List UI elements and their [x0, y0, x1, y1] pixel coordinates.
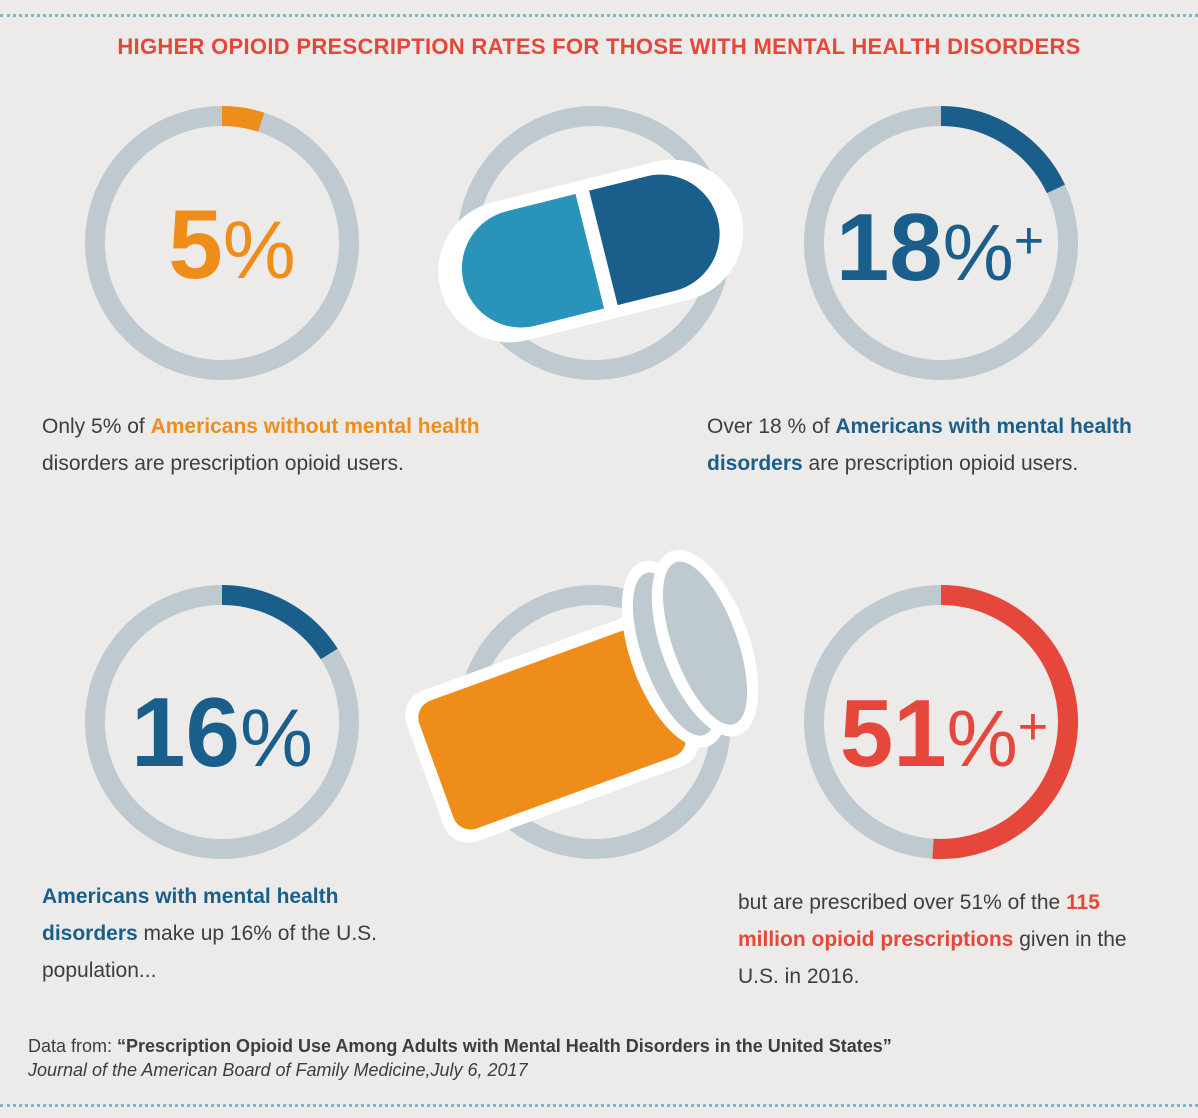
donut-51-percent [804, 585, 1078, 859]
donut-arc-16 [221, 585, 338, 660]
percent-sign: % [947, 694, 1018, 783]
caption-text: make up 16% of the U.S. population... [42, 922, 377, 982]
caption-16-percent: Americans with mental health disorders m… [42, 878, 402, 989]
stat-number: 5 [168, 189, 223, 299]
caption-highlight: 115 million opioid prescriptions [738, 891, 1100, 951]
svg-text:18%+: 18%+ [836, 194, 1044, 301]
source-prefix: Data from: [28, 1036, 118, 1056]
caption-text: given in the U.S. in 2016. [738, 928, 1127, 988]
caption-text: Over 18 % of [707, 415, 836, 438]
percent-sign: % [240, 693, 313, 784]
source-line: Data from: “Prescription Opioid Use Amon… [28, 1034, 892, 1058]
stat-label-5: 5% [168, 189, 295, 299]
caption-text: but are prescribed over 51% of the [738, 891, 1067, 914]
source-journal-line: Journal of the American Board of Family … [28, 1058, 892, 1082]
donut-arc-18 [940, 106, 1065, 194]
source-journal: Journal of the American Board of Family … [28, 1060, 528, 1080]
caption-18-percent: Over 18 % of Americans with mental healt… [707, 408, 1157, 482]
caption-text: disorders are prescription opioid users. [42, 452, 404, 475]
pill-bottle-icon [405, 549, 759, 843]
donut-16-percent [85, 585, 359, 859]
stat-number: 18 [836, 194, 943, 301]
donut-5-percent [85, 106, 359, 380]
stat-number: 51 [840, 680, 947, 787]
donut-arc-5 [221, 106, 265, 132]
page-title: HIGHER OPIOID PRESCRIPTION RATES FOR THO… [117, 34, 1081, 59]
bottom-dotted-divider [0, 1104, 1198, 1107]
caption-5-percent: Only 5% of Americans without mental heal… [42, 408, 562, 482]
capsule-icon [438, 159, 744, 343]
source-citation: Data from: “Prescription Opioid Use Amon… [28, 1034, 892, 1082]
plus-sign: + [1014, 212, 1044, 270]
percent-sign: % [223, 205, 296, 296]
caption-highlight: Americans with mental health disorders [707, 415, 1132, 475]
caption-51-percent: but are prescribed over 51% of the 115 m… [738, 884, 1128, 995]
plus-sign: + [1018, 698, 1048, 756]
stat-number: 16 [131, 677, 240, 787]
donut-18-percent [804, 106, 1078, 380]
percent-sign: % [943, 208, 1014, 297]
svg-text:5%: 5% [168, 189, 295, 299]
svg-text:51%+: 51%+ [840, 680, 1048, 787]
donut-arc-51 [932, 585, 1078, 859]
caption-highlight: Americans without mental health [150, 415, 480, 438]
caption-highlight: Americans with mental health disorders [42, 885, 339, 945]
caption-text: Only 5% of [42, 415, 151, 438]
top-dotted-divider [0, 14, 1198, 17]
stat-label-16: 16% [131, 677, 313, 787]
source-study-title: “Prescription Opioid Use Among Adults wi… [117, 1036, 892, 1056]
stat-label-51: 51%+ [840, 680, 1048, 787]
svg-text:16%: 16% [131, 677, 313, 787]
stat-label-18: 18%+ [836, 194, 1044, 301]
caption-text: are prescription opioid users. [802, 452, 1079, 475]
